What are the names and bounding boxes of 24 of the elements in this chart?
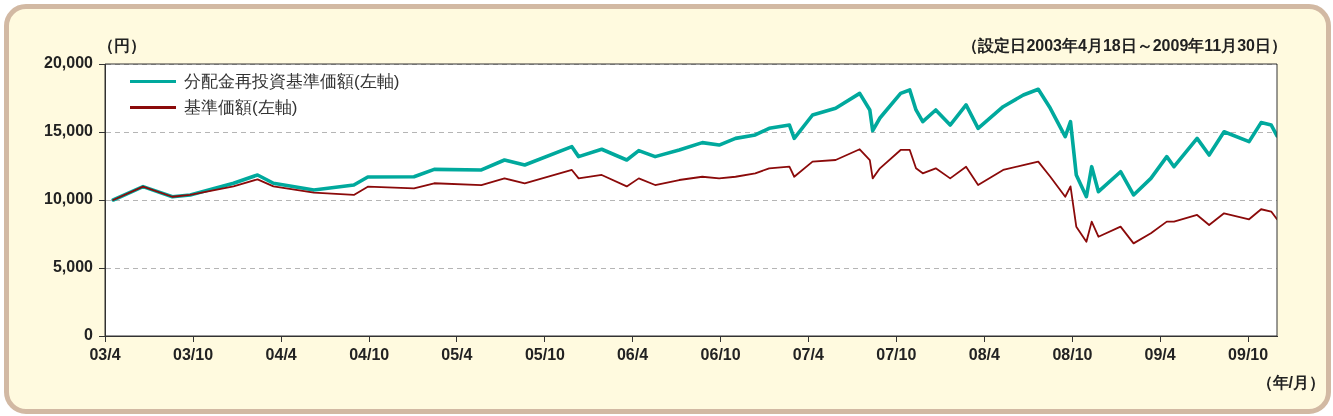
x-tick-label: 07/4	[792, 346, 824, 364]
x-tick-label: 05/10	[524, 346, 566, 364]
legend-label: 基準価額(左軸)	[184, 96, 298, 119]
y-tick-label: 0	[84, 326, 94, 344]
x-axis-title: （年/月）	[1256, 373, 1325, 393]
x-tick-label: 06/10	[700, 346, 741, 364]
x-tick-label: 08/4	[968, 346, 1001, 364]
y-tick-label: 20,000	[44, 54, 94, 72]
x-tick-label: 05/4	[441, 346, 473, 364]
legend-label: 分配金再投資基準価額(左軸)	[184, 70, 400, 93]
y-tick-label: 15,000	[44, 122, 94, 140]
x-tick-label: 03/4	[89, 346, 121, 364]
y-axis-title: （円）	[98, 36, 146, 56]
x-tick-label: 07/10	[876, 346, 917, 364]
x-tick-label: 09/4	[1144, 346, 1176, 364]
x-tick-label: 08/10	[1052, 346, 1093, 364]
y-tick-label: 10,000	[44, 190, 94, 208]
x-tick-label: 09/10	[1228, 346, 1269, 364]
x-tick-label: 03/10	[173, 346, 214, 364]
y-tick-label: 5,000	[52, 258, 94, 276]
chart-subtitle: （設定日2003年4月18日～2009年11月30日）	[962, 36, 1287, 56]
x-tick-label: 06/4	[616, 346, 649, 364]
x-tick-label: 04/10	[349, 346, 390, 364]
x-tick-label: 04/4	[265, 346, 297, 364]
